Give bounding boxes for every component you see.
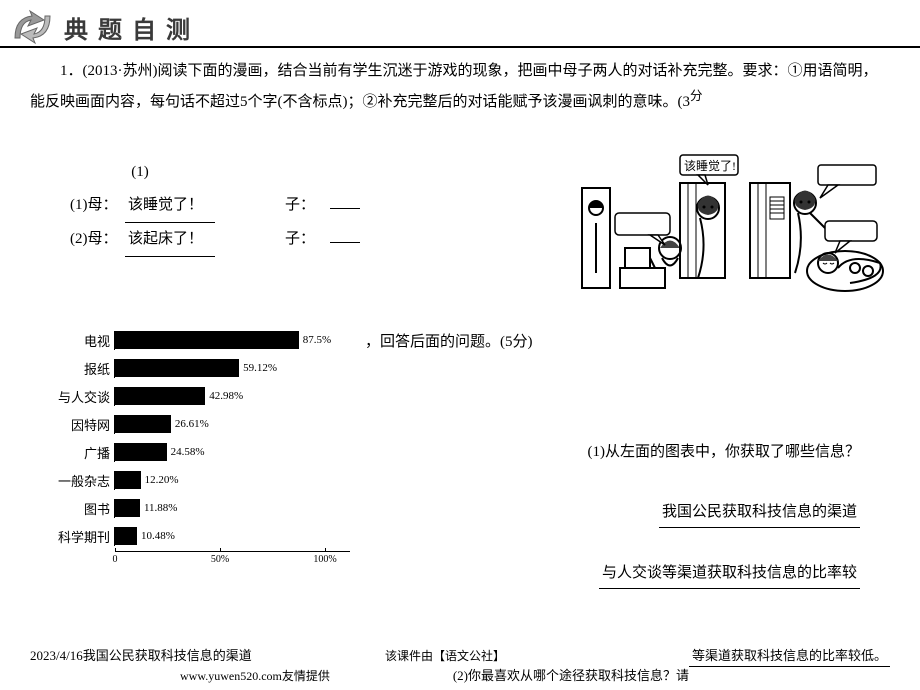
- son-label-1: 子：: [285, 189, 325, 222]
- chart-row: 图书 11.88%: [50, 495, 350, 521]
- q2-sub2: (2)你最喜欢从哪个途径获取科技信息？请: [453, 666, 689, 686]
- axis-label: 100%: [313, 554, 336, 565]
- bar: [115, 471, 141, 489]
- footer-chart-title: 我国公民获取科技信息的渠道: [83, 648, 252, 663]
- chart-row: 电视 87.5%: [50, 327, 350, 353]
- bar-value: 11.88%: [144, 502, 178, 514]
- bar: [115, 499, 140, 517]
- sub-number-1: (1): [70, 156, 210, 189]
- bar: [115, 359, 239, 377]
- section-header: 典题自测: [0, 0, 920, 48]
- bar-value: 59.12%: [243, 362, 277, 374]
- son-label-2: 子：: [285, 223, 325, 256]
- chart-label: 一般杂志: [50, 471, 115, 490]
- bar-wrap: 59.12%: [115, 359, 350, 377]
- bar-value: 42.98%: [209, 390, 243, 402]
- chart-row: 报纸 59.12%: [50, 355, 350, 381]
- chart-row: 科学期刊 10.48%: [50, 523, 350, 549]
- chart-axis: 0 50% 100%: [115, 551, 350, 571]
- q2-ans3-text: 等渠道获取科技信息的比率较低。: [689, 646, 890, 667]
- question-2-right: ，回答后面的问题。(5分) (1)从左面的图表中，你获取了哪些信息？ 我国公民获…: [350, 327, 890, 589]
- header-title: 典题自测: [64, 10, 200, 45]
- bar: [115, 527, 137, 545]
- bar: [115, 443, 167, 461]
- bar-wrap: 24.58%: [115, 443, 350, 461]
- axis-label: 0: [113, 554, 118, 565]
- chart-row: 一般杂志 12.20%: [50, 467, 350, 493]
- question-1-text: 1．(2013·苏州)阅读下面的漫画，结合当前有学生沉迷于游戏的现象，把画中母子…: [30, 58, 890, 116]
- bar-value: 12.20%: [145, 474, 179, 486]
- q2-ans2: 与人交谈等渠道获取科技信息的比率较: [365, 558, 890, 589]
- bubble-text-1: 该睡觉了!: [684, 159, 736, 173]
- bar-wrap: 42.98%: [115, 387, 350, 405]
- footer: 2023/4/16我国公民获取科技信息的渠道 该课件由【语文公社】 等渠道获取科…: [30, 646, 890, 685]
- footer-date: 2023/4/16: [30, 648, 83, 663]
- bar-wrap: 26.61%: [115, 415, 350, 433]
- axis-label: 50%: [211, 554, 229, 565]
- chart-label: 报纸: [50, 359, 115, 378]
- bar-wrap: 12.20%: [115, 471, 350, 489]
- footer-url: www.yuwen520.com友情提供: [180, 669, 330, 683]
- header-arrow-icon: [10, 8, 56, 46]
- bar-value: 10.48%: [141, 530, 175, 542]
- chart-label: 广播: [50, 443, 115, 462]
- content-area: 1．(2013·苏州)阅读下面的漫画，结合当前有学生沉迷于游戏的现象，把画中母子…: [0, 58, 920, 589]
- bar-wrap: 10.48%: [115, 527, 350, 545]
- chart-label: 因特网: [50, 415, 115, 434]
- mother-label-2: (2)母：: [70, 223, 125, 256]
- bar-value: 24.58%: [171, 446, 205, 458]
- footer-ans3: 等渠道获取科技信息的比率较低。: [689, 646, 890, 667]
- chart-row: 广播 24.58%: [50, 439, 350, 465]
- chart-label: 与人交谈: [50, 387, 115, 406]
- bar: [115, 387, 205, 405]
- bar-value: 87.5%: [303, 334, 331, 346]
- bar-wrap: 11.88%: [115, 499, 350, 517]
- comic-illustration: 该睡觉了!: [580, 153, 900, 303]
- chart-label: 图书: [50, 499, 115, 518]
- footer-credit: 该课件由【语文公社】: [385, 649, 505, 663]
- son-blank-1: [330, 208, 360, 209]
- mother-answer-2: 该起床了！: [125, 223, 215, 257]
- q2-ans2-text: 与人交谈等渠道获取科技信息的比率较: [599, 558, 860, 589]
- chart-row: 因特网 26.61%: [50, 411, 350, 437]
- chart-area: 电视 87.5% 报纸 59.12% 与人交谈 42.98% 因特网 26.61% 广播 24.5…: [30, 327, 890, 589]
- q2-sub1: (1)从左面的图表中，你获取了哪些信息？: [365, 437, 890, 467]
- q1-score-sup: 分: [690, 89, 703, 103]
- q1-text-body: 1．(2013·苏州)阅读下面的漫画，结合当前有学生沉迷于游戏的现象，把画中母子…: [30, 63, 878, 110]
- bar-wrap: 87.5%: [115, 331, 350, 349]
- bar: [115, 331, 299, 349]
- bar-value: 26.61%: [175, 418, 209, 430]
- q2-ans1-text: 我国公民获取科技信息的渠道: [659, 497, 860, 528]
- mother-label-1: (1)母：: [70, 189, 125, 222]
- chart-row: 与人交谈 42.98%: [50, 383, 350, 409]
- q2-prompt: ，回答后面的问题。(5分): [365, 327, 890, 357]
- mother-answer-1: 该睡觉了！: [125, 189, 215, 223]
- chart-label: 电视: [50, 331, 115, 350]
- bar: [115, 415, 171, 433]
- son-blank-2: [330, 242, 360, 243]
- bar-chart: 电视 87.5% 报纸 59.12% 与人交谈 42.98% 因特网 26.61% 广播 24.5…: [50, 327, 350, 571]
- q2-ans1: 我国公民获取科技信息的渠道: [365, 497, 890, 528]
- chart-label: 科学期刊: [50, 527, 115, 546]
